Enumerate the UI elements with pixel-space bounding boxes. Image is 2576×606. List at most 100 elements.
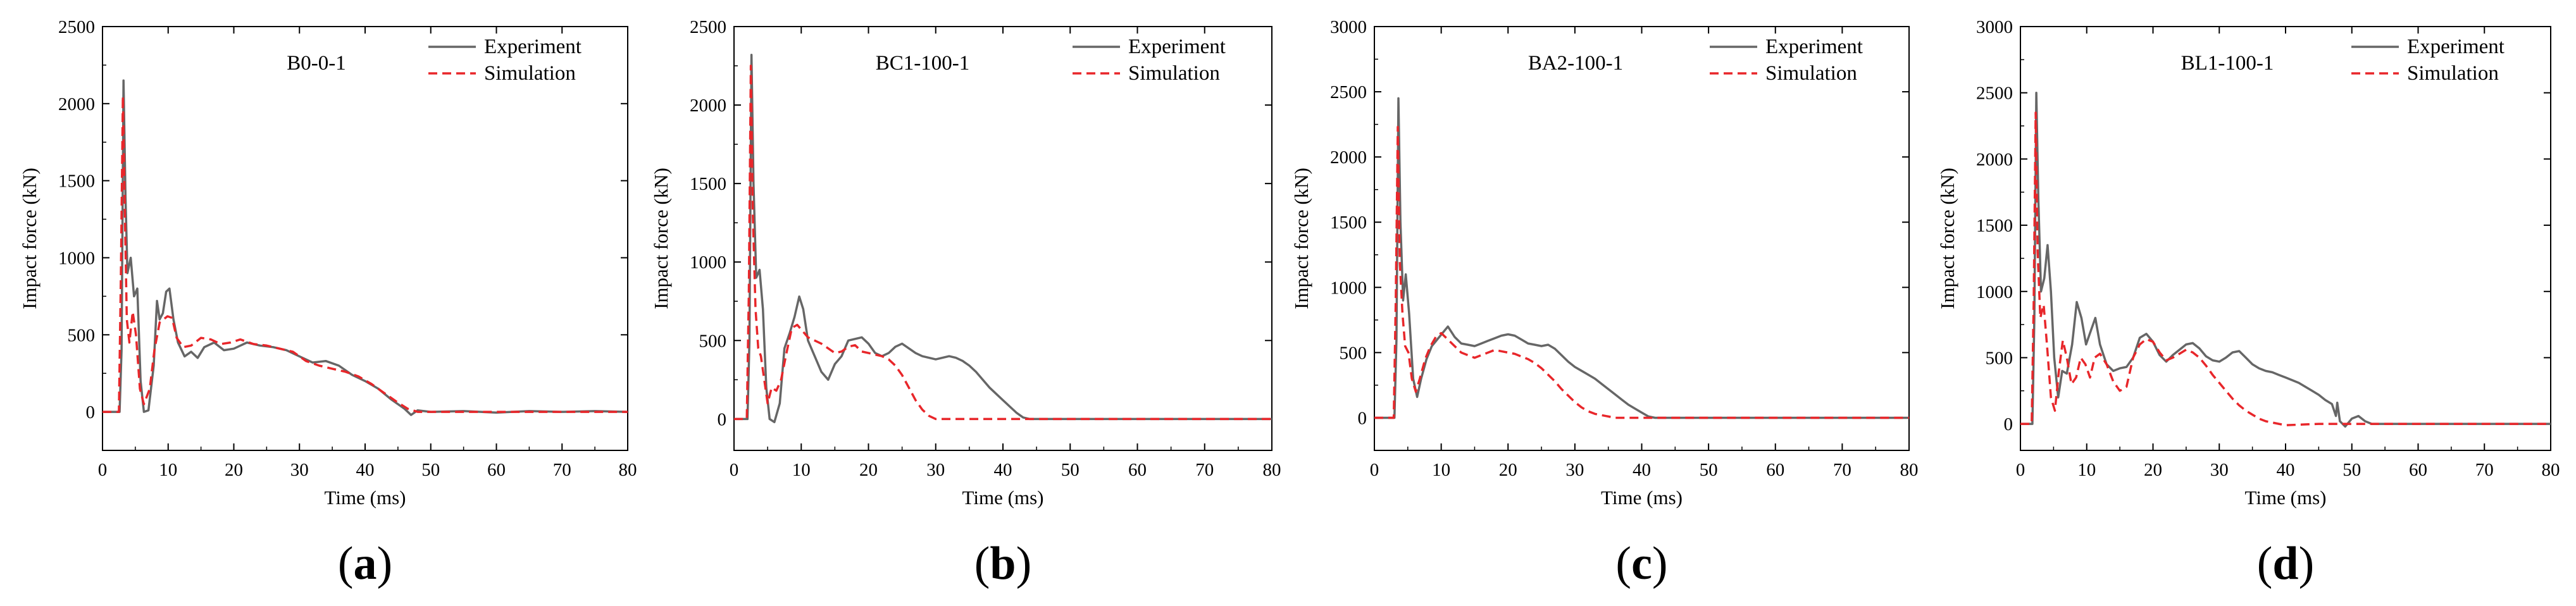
y-tick-label: 2500 bbox=[1330, 82, 1367, 102]
x-tick-label: 50 bbox=[2343, 460, 2361, 480]
y-tick-label: 2000 bbox=[1976, 149, 2013, 170]
panel-letter-text: a bbox=[354, 538, 377, 590]
series-line-simulation bbox=[1374, 125, 1909, 419]
series-line-simulation bbox=[2020, 111, 2551, 426]
legend-label-simulation: Simulation bbox=[484, 62, 576, 85]
x-tick-label: 30 bbox=[926, 460, 945, 480]
x-tick-label: 10 bbox=[2077, 460, 2096, 480]
plot-frame bbox=[733, 26, 1272, 451]
x-axis-title: Time (ms) bbox=[325, 486, 406, 509]
series-line-experiment bbox=[1374, 97, 1909, 419]
x-tick-label: 50 bbox=[1061, 460, 1080, 480]
x-tick-label: 50 bbox=[421, 460, 440, 480]
y-tick-label: 2000 bbox=[690, 96, 726, 116]
x-tick-label: 70 bbox=[1833, 460, 1851, 480]
y-axis-title: Impact force (kN) bbox=[650, 168, 672, 309]
specimen-label: BC1-100-1 bbox=[876, 52, 970, 75]
y-tick-label: 2000 bbox=[58, 94, 95, 114]
panel-letter-text: b bbox=[990, 538, 1016, 590]
x-tick-label: 0 bbox=[1370, 460, 1379, 480]
x-tick-label: 60 bbox=[487, 460, 506, 480]
series-line-experiment bbox=[2020, 91, 2551, 428]
y-axis-title: Impact force (kN) bbox=[1936, 168, 1958, 309]
x-tick-label: 20 bbox=[859, 460, 878, 480]
y-tick-label: 0 bbox=[86, 402, 96, 423]
y-tick-label: 1500 bbox=[1976, 216, 2013, 236]
series-line-simulation bbox=[103, 94, 628, 413]
y-tick-label: 1000 bbox=[690, 252, 726, 273]
series-line-experiment bbox=[734, 53, 1272, 424]
x-tick-label: 70 bbox=[553, 460, 571, 480]
x-tick-label: 50 bbox=[1700, 460, 1718, 480]
y-tick-label: 500 bbox=[1986, 348, 2013, 368]
plot-frame bbox=[102, 26, 628, 451]
x-tick-label: 10 bbox=[159, 460, 177, 480]
y-tick-label: 1000 bbox=[1976, 282, 2013, 302]
x-tick-label: 20 bbox=[1499, 460, 1517, 480]
y-tick-label: 1500 bbox=[58, 171, 95, 192]
y-tick-label: 2500 bbox=[690, 17, 726, 37]
y-axis-title: Impact force (kN) bbox=[1290, 168, 1312, 309]
y-tick-label: 2500 bbox=[1976, 83, 2013, 104]
x-tick-label: 70 bbox=[1195, 460, 1214, 480]
x-tick-label: 0 bbox=[2016, 460, 2025, 480]
x-axis-title: Time (ms) bbox=[2245, 486, 2327, 509]
x-tick-label: 80 bbox=[1263, 460, 1281, 480]
y-axis-title: Impact force (kN) bbox=[18, 168, 40, 309]
legend-label-simulation: Simulation bbox=[1765, 62, 1857, 85]
x-tick-label: 40 bbox=[356, 460, 375, 480]
x-tick-label: 20 bbox=[2144, 460, 2162, 480]
x-tick-label: 30 bbox=[2210, 460, 2229, 480]
plot-frame bbox=[1374, 26, 1910, 451]
specimen-label: B0-0-1 bbox=[287, 52, 346, 75]
plot-frame bbox=[2020, 26, 2551, 451]
y-tick-label: 1000 bbox=[58, 248, 95, 268]
x-tick-label: 10 bbox=[792, 460, 811, 480]
y-tick-label: 0 bbox=[718, 409, 727, 430]
x-axis-title: Time (ms) bbox=[1601, 486, 1683, 509]
x-tick-label: 70 bbox=[2475, 460, 2494, 480]
legend-label-experiment: Experiment bbox=[484, 35, 582, 58]
y-tick-label: 500 bbox=[1340, 343, 1367, 363]
chart-panel-b: 0 10 20 30 40 50 60 70 80 0 500 1000 1500 2000 2500 Tim… bbox=[650, 17, 1281, 590]
chart-panel-c: 0 10 20 30 40 50 60 70 80 0 500 1000 1500 2000 2500 300… bbox=[1290, 17, 1919, 590]
y-tick-label: 2500 bbox=[58, 17, 95, 37]
legend-label-experiment: Experiment bbox=[1765, 35, 1863, 58]
x-tick-label: 80 bbox=[2542, 460, 2560, 480]
panel-letter: (a) bbox=[338, 538, 392, 590]
x-tick-label: 0 bbox=[98, 460, 108, 480]
x-tick-label: 10 bbox=[1432, 460, 1450, 480]
y-tick-label: 1500 bbox=[690, 174, 726, 194]
y-tick-label: 2000 bbox=[1330, 147, 1367, 168]
y-tick-label: 500 bbox=[68, 325, 96, 345]
series-line-experiment bbox=[103, 79, 628, 416]
y-tick-label: 500 bbox=[699, 331, 727, 351]
chart-panel-a: 0 10 20 30 40 50 60 70 80 0 500 1000 1500 2000 2500 Tim… bbox=[18, 17, 637, 590]
x-tick-label: 40 bbox=[2277, 460, 2295, 480]
x-tick-label: 0 bbox=[730, 460, 739, 480]
x-tick-label: 80 bbox=[619, 460, 637, 480]
legend-label-simulation: Simulation bbox=[1128, 62, 1220, 85]
specimen-label: BL1-100-1 bbox=[2181, 52, 2274, 75]
x-tick-label: 30 bbox=[1565, 460, 1584, 480]
y-tick-label: 1000 bbox=[1330, 278, 1367, 298]
x-tick-label: 60 bbox=[2409, 460, 2427, 480]
x-tick-label: 20 bbox=[225, 460, 243, 480]
panel-letter: (d) bbox=[2257, 538, 2314, 590]
x-tick-label: 30 bbox=[290, 460, 309, 480]
chart-panel-d: 0 10 20 30 40 50 60 70 80 0 500 1000 1500 2000 2500 300… bbox=[1936, 17, 2560, 590]
panel-letter: (c) bbox=[1615, 538, 1667, 590]
series-line-simulation bbox=[734, 65, 1272, 421]
y-tick-label: 3000 bbox=[1976, 17, 2013, 37]
x-tick-label: 40 bbox=[1633, 460, 1651, 480]
x-axis-title: Time (ms) bbox=[962, 486, 1044, 509]
specimen-label: BA2-100-1 bbox=[1528, 52, 1623, 75]
panel-letter-text: d bbox=[2272, 538, 2298, 590]
y-tick-label: 0 bbox=[2004, 414, 2013, 435]
x-tick-label: 40 bbox=[994, 460, 1012, 480]
y-tick-label: 3000 bbox=[1330, 17, 1367, 37]
x-tick-label: 60 bbox=[1128, 460, 1147, 480]
legend-label-simulation: Simulation bbox=[2407, 62, 2499, 85]
x-tick-label: 80 bbox=[1900, 460, 1919, 480]
